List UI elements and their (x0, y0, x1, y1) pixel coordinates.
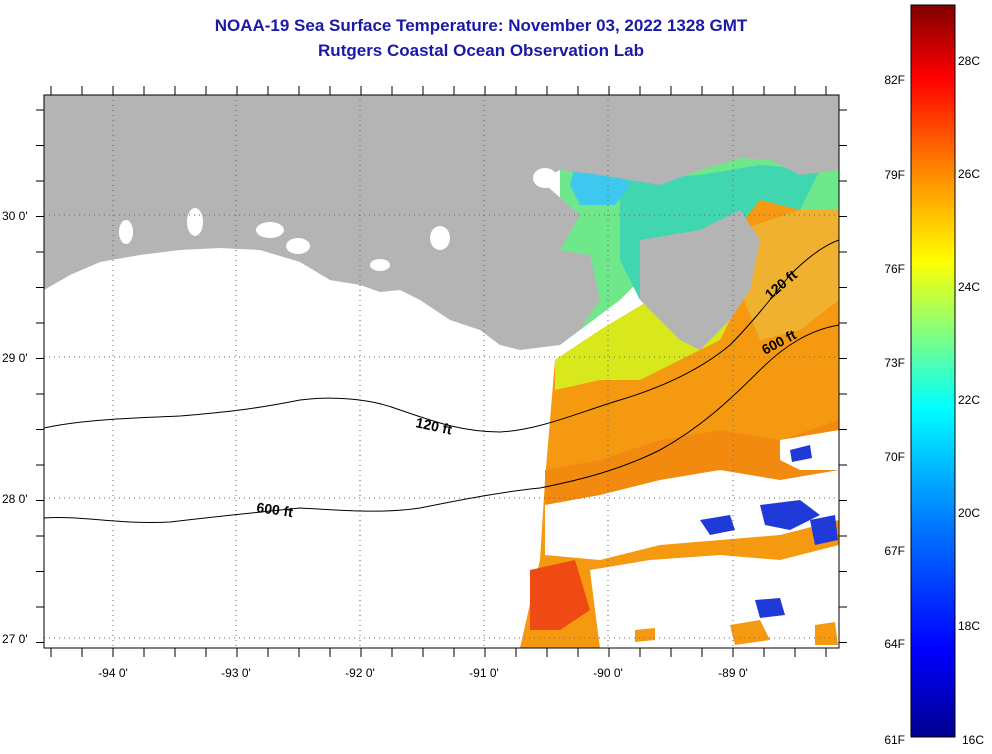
axis-ticks (36, 86, 847, 657)
colorbar-f-label: 61F (884, 733, 905, 747)
map-title: NOAA-19 Sea Surface Temperature: Novembe… (214, 16, 748, 35)
colorbar-c-label: 26C (958, 167, 980, 181)
lat-label: 29 0' (2, 351, 28, 365)
lon-label: -94 0' (98, 666, 128, 680)
lon-label: -92 0' (345, 666, 375, 680)
contour-600ft (44, 324, 839, 524)
map-frame (43, 94, 840, 649)
delta-land (640, 210, 760, 350)
colorbar-c-label: 24C (958, 280, 980, 294)
colorbar-f-label: 79F (884, 168, 905, 182)
lakes (119, 168, 557, 271)
colorbar-f-label: 82F (884, 73, 905, 87)
land-mass (44, 95, 839, 350)
lon-label: -90 0' (593, 666, 623, 680)
colorbar-celsius-labels: 28C 26C 24C 22C 20C 18C 16C (958, 54, 984, 747)
colorbar-f-label: 73F (884, 356, 905, 370)
colorbar-f-label: 70F (884, 450, 905, 464)
contour-label-600ft-west: 600 ft (256, 499, 295, 520)
contour-label-120ft-west: 120 ft (414, 414, 453, 437)
longitude-labels: -94 0' -93 0' -92 0' -91 0' -90 0' -89 0… (98, 666, 748, 680)
lon-label: -93 0' (221, 666, 251, 680)
colorbar-c-label: 22C (958, 393, 980, 407)
lat-label: 28 0' (2, 492, 28, 506)
cold-cloud-patches (700, 445, 838, 618)
colorbar-c-label: 28C (958, 54, 980, 68)
lat-label: 27 0' (2, 632, 28, 646)
colorbar (910, 4, 956, 738)
colorbar-f-label: 76F (884, 262, 905, 276)
colorbar-f-label: 67F (884, 544, 905, 558)
graticule (44, 95, 839, 648)
warm-fragments (635, 620, 838, 645)
colorbar-c-label: 18C (958, 619, 980, 633)
map-subtitle: Rutgers Coastal Ocean Observation Lab (318, 41, 644, 60)
lon-label: -89 0' (718, 666, 748, 680)
lon-label: -91 0' (469, 666, 499, 680)
colorbar-fahrenheit-labels: 82F 79F 76F 73F 70F 67F 64F 61F (884, 73, 905, 747)
lat-label: 30 0' (2, 209, 28, 223)
contour-120ft (44, 239, 839, 433)
colorbar-c-label: 20C (958, 506, 980, 520)
colorbar-f-label: 64F (884, 637, 905, 651)
latitude-labels: 30 0' 29 0' 28 0' 27 0' (2, 209, 28, 646)
colorbar-c-label: 16C (962, 733, 984, 747)
